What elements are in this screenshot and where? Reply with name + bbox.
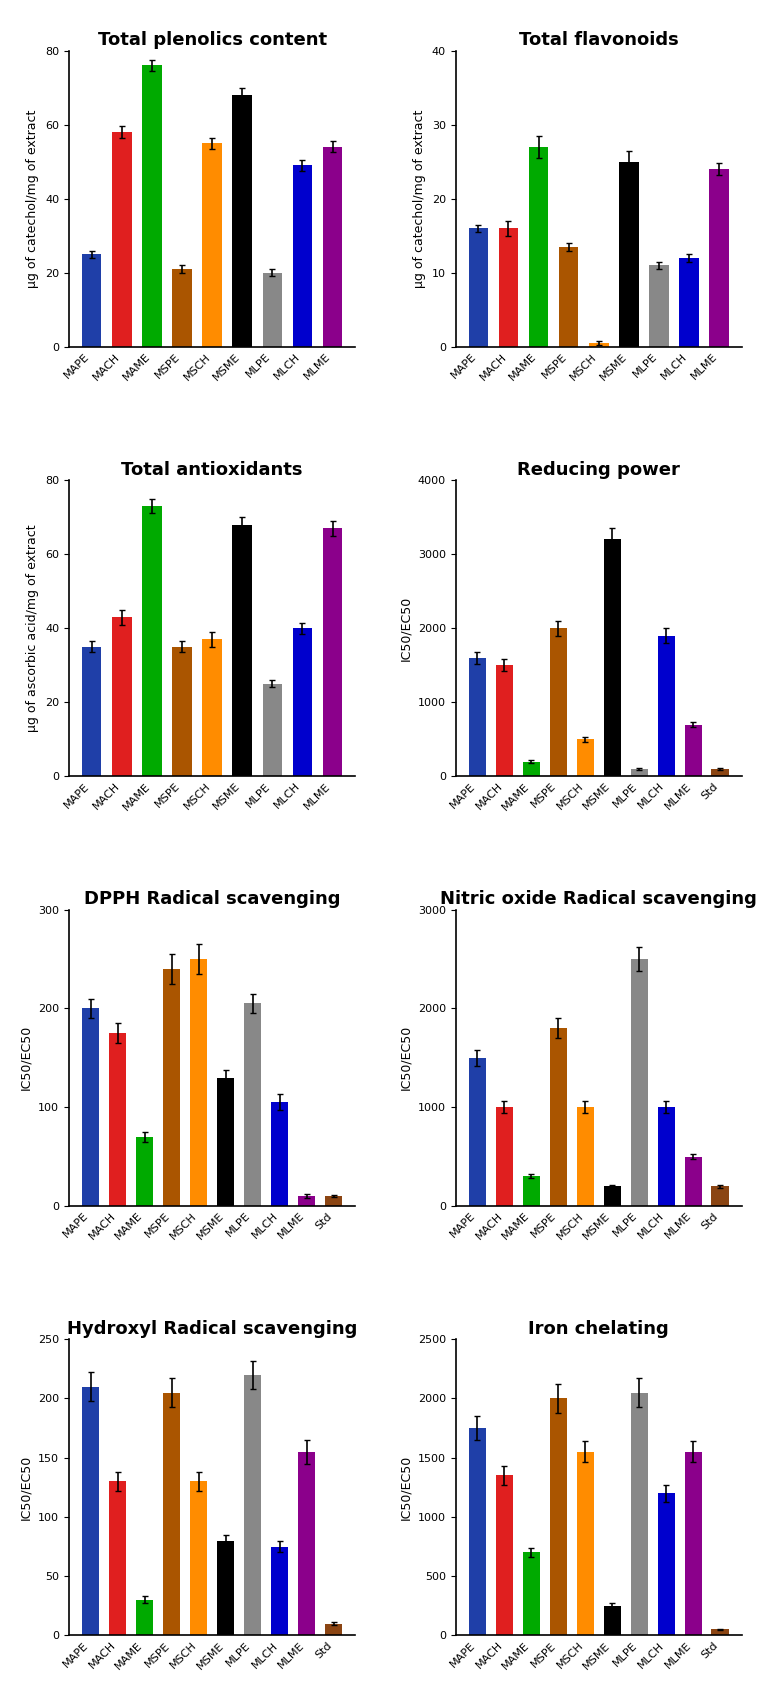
Bar [202,639,222,776]
Bar [657,1108,675,1205]
Y-axis label: µg of catechol/mg of extract: µg of catechol/mg of extract [413,110,426,288]
Bar [469,228,488,347]
Title: Hydroxyl Radical scavenging: Hydroxyl Radical scavenging [67,1320,357,1337]
Bar [685,725,702,776]
Bar [577,740,594,776]
Bar [293,165,312,347]
Bar [711,1187,729,1205]
Bar [679,258,699,347]
Y-axis label: IC50/EC50: IC50/EC50 [19,1455,32,1521]
Bar [82,1008,99,1205]
Bar [619,162,639,347]
Y-axis label: µg of ascorbic acid/mg of extract: µg of ascorbic acid/mg of extract [27,524,40,732]
Bar [216,1077,234,1205]
Bar [82,647,102,776]
Bar [233,524,252,776]
Bar [216,1541,234,1635]
Title: Reducing power: Reducing power [517,460,680,479]
Bar [271,1103,288,1205]
Bar [604,540,621,776]
Y-axis label: IC50/EC50: IC50/EC50 [19,1025,32,1091]
Bar [298,1452,315,1635]
Bar [469,658,486,776]
Title: Total flavonoids: Total flavonoids [519,30,679,49]
Bar [142,506,161,776]
Bar [244,1003,262,1205]
Bar [202,143,222,347]
Bar [559,246,578,347]
Bar [136,1600,154,1635]
Y-axis label: IC50/EC50: IC50/EC50 [399,1025,412,1091]
Bar [685,1452,702,1635]
Bar [136,1136,154,1205]
Bar [709,169,729,347]
Bar [163,1393,181,1635]
Title: Total antioxidants: Total antioxidants [122,460,303,479]
Bar [142,66,161,347]
Bar [469,1057,486,1205]
Bar [233,94,252,347]
Bar [172,270,192,347]
Bar [529,147,549,347]
Bar [549,1028,567,1205]
Bar [630,959,648,1205]
Bar [649,265,669,347]
Bar [112,617,132,776]
Bar [163,969,181,1205]
Bar [577,1108,594,1205]
Bar [549,1398,567,1635]
Bar [499,228,518,347]
Bar [323,147,342,347]
Bar [522,1553,540,1635]
Bar [262,273,282,347]
Bar [577,1452,594,1635]
Title: Total plenolics content: Total plenolics content [97,30,327,49]
Bar [630,1393,648,1635]
Y-axis label: IC50/EC50: IC50/EC50 [399,1455,412,1521]
Bar [82,255,102,347]
Bar [496,666,513,776]
Bar [657,1494,675,1635]
Bar [522,762,540,776]
Title: DPPH Radical scavenging: DPPH Radical scavenging [84,890,340,909]
Y-axis label: µg of catechol/mg of extract: µg of catechol/mg of extract [27,110,40,288]
Bar [685,1157,702,1205]
Bar [469,1428,486,1635]
Bar [190,959,207,1205]
Bar [190,1482,207,1635]
Title: Nitric oxide Radical scavenging: Nitric oxide Radical scavenging [441,890,757,909]
Bar [325,1195,342,1205]
Bar [549,629,567,776]
Title: Iron chelating: Iron chelating [529,1320,669,1337]
Bar [325,1624,342,1635]
Bar [82,1386,99,1635]
Bar [657,636,675,776]
Bar [711,769,729,776]
Bar [522,1177,540,1205]
Bar [172,647,192,776]
Bar [112,132,132,347]
Bar [323,528,342,776]
Bar [298,1195,315,1205]
Bar [589,344,609,347]
Bar [271,1546,288,1635]
Bar [109,1482,126,1635]
Bar [496,1475,513,1635]
Bar [496,1108,513,1205]
Bar [711,1629,729,1635]
Bar [109,1034,126,1205]
Bar [244,1374,262,1635]
Bar [604,1187,621,1205]
Y-axis label: IC50/EC50: IC50/EC50 [399,595,412,661]
Bar [262,685,282,776]
Bar [293,629,312,776]
Bar [604,1605,621,1635]
Bar [630,769,648,776]
